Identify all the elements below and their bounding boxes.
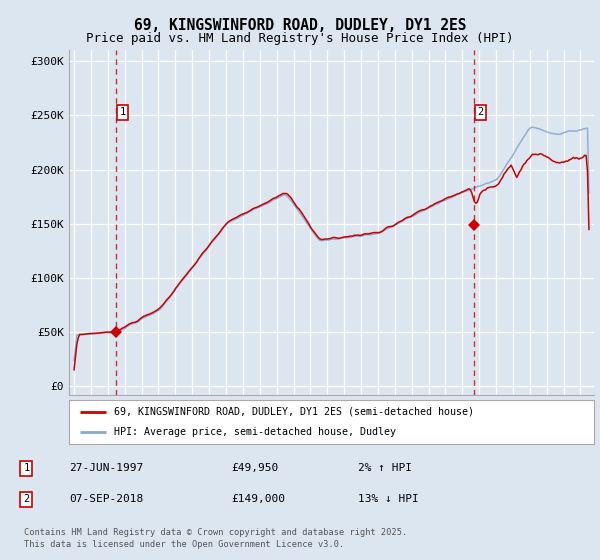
Text: Contains HM Land Registry data © Crown copyright and database right 2025.: Contains HM Land Registry data © Crown c… [24, 528, 407, 536]
Text: £149,000: £149,000 [231, 494, 285, 505]
Text: 2: 2 [478, 107, 484, 117]
Text: 1: 1 [119, 107, 126, 117]
Text: 69, KINGSWINFORD ROAD, DUDLEY, DY1 2ES: 69, KINGSWINFORD ROAD, DUDLEY, DY1 2ES [134, 18, 466, 33]
Text: 27-JUN-1997: 27-JUN-1997 [70, 464, 144, 473]
Text: 2% ↑ HPI: 2% ↑ HPI [358, 464, 412, 473]
Text: This data is licensed under the Open Government Licence v3.0.: This data is licensed under the Open Gov… [24, 540, 344, 549]
Text: HPI: Average price, semi-detached house, Dudley: HPI: Average price, semi-detached house,… [113, 427, 395, 437]
Text: 69, KINGSWINFORD ROAD, DUDLEY, DY1 2ES (semi-detached house): 69, KINGSWINFORD ROAD, DUDLEY, DY1 2ES (… [113, 407, 473, 417]
Text: 1: 1 [23, 464, 29, 473]
Text: 13% ↓ HPI: 13% ↓ HPI [358, 494, 418, 505]
Text: Price paid vs. HM Land Registry's House Price Index (HPI): Price paid vs. HM Land Registry's House … [86, 32, 514, 45]
Text: 07-SEP-2018: 07-SEP-2018 [70, 494, 144, 505]
Text: £49,950: £49,950 [231, 464, 278, 473]
Text: 2: 2 [23, 494, 29, 505]
